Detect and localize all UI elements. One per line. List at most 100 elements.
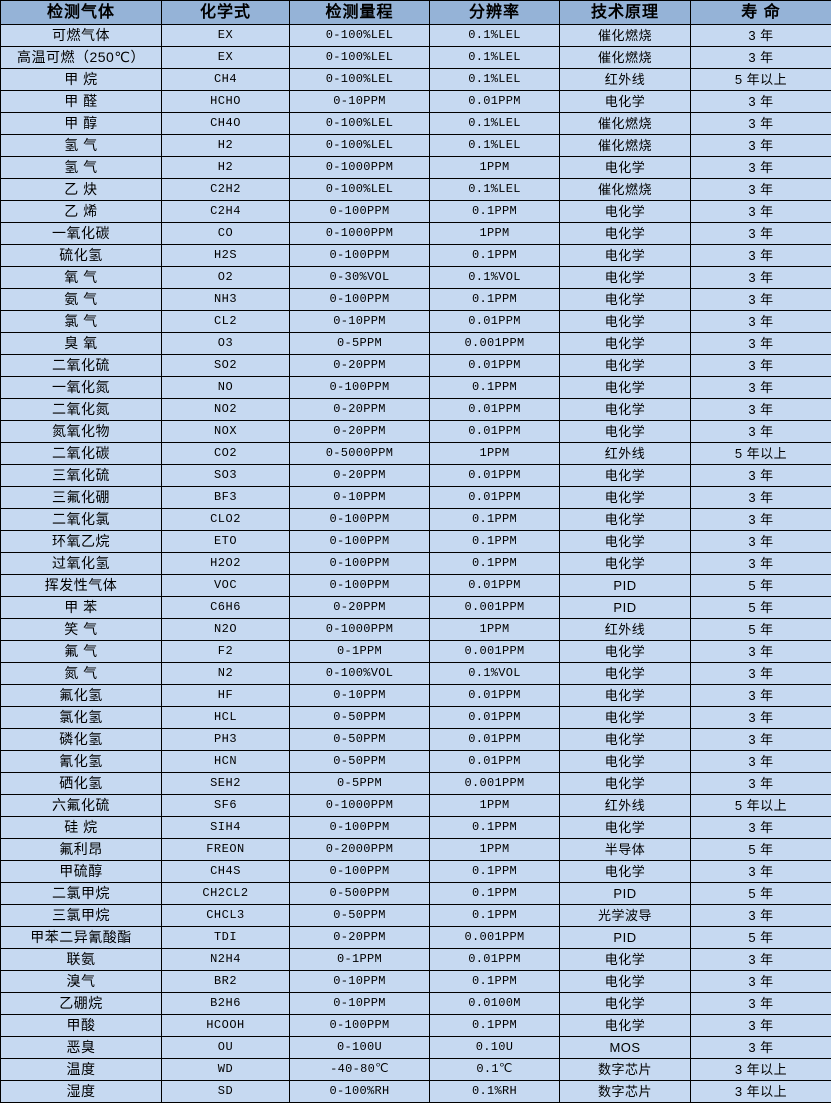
cell-life: 3 年 (691, 751, 831, 773)
cell-gas: 二氧化硫 (1, 355, 162, 377)
cell-gas: 二氯甲烷 (1, 883, 162, 905)
cell-gas: 甲 苯 (1, 597, 162, 619)
cell-life: 3 年 (691, 465, 831, 487)
cell-range: 0-1000PPM (290, 223, 430, 245)
cell-gas: 三氟化硼 (1, 487, 162, 509)
cell-life: 3 年 (691, 377, 831, 399)
cell-resolution: 0.01PPM (430, 355, 560, 377)
cell-resolution: 0.1PPM (430, 861, 560, 883)
cell-life: 3 年 (691, 663, 831, 685)
cell-gas: 可燃气体 (1, 25, 162, 47)
cell-formula: CHCL3 (162, 905, 290, 927)
cell-principle: 电化学 (560, 773, 691, 795)
column-header-range: 检测量程 (290, 1, 430, 25)
cell-principle: 电化学 (560, 157, 691, 179)
cell-resolution: 0.1%LEL (430, 47, 560, 69)
cell-resolution: 0.01PPM (430, 575, 560, 597)
cell-formula: CO2 (162, 443, 290, 465)
cell-life: 3 年 (691, 421, 831, 443)
cell-gas: 甲酸 (1, 1015, 162, 1037)
cell-principle: 电化学 (560, 465, 691, 487)
cell-resolution: 0.001PPM (430, 773, 560, 795)
cell-range: 0-100%LEL (290, 113, 430, 135)
cell-resolution: 0.1PPM (430, 817, 560, 839)
cell-formula: HCHO (162, 91, 290, 113)
cell-life: 3 年 (691, 267, 831, 289)
cell-formula: EX (162, 47, 290, 69)
cell-gas: 一氧化氮 (1, 377, 162, 399)
cell-gas: 硫化氢 (1, 245, 162, 267)
cell-life: 3 年 (691, 179, 831, 201)
cell-formula: H2S (162, 245, 290, 267)
cell-principle: 电化学 (560, 201, 691, 223)
cell-life: 3 年 (691, 773, 831, 795)
cell-life: 3 年 (691, 223, 831, 245)
cell-formula: O3 (162, 333, 290, 355)
cell-formula: CL2 (162, 311, 290, 333)
cell-range: 0-100PPM (290, 817, 430, 839)
cell-resolution: 0.1PPM (430, 971, 560, 993)
cell-range: 0-10PPM (290, 487, 430, 509)
cell-gas: 乙 炔 (1, 179, 162, 201)
cell-formula: H2O2 (162, 553, 290, 575)
cell-resolution: 0.01PPM (430, 421, 560, 443)
cell-range: 0-100PPM (290, 245, 430, 267)
cell-formula: NO (162, 377, 290, 399)
cell-principle: 电化学 (560, 1015, 691, 1037)
cell-principle: 电化学 (560, 487, 691, 509)
cell-gas: 氢 气 (1, 135, 162, 157)
cell-principle: 催化燃烧 (560, 179, 691, 201)
cell-gas: 甲 醛 (1, 91, 162, 113)
cell-principle: 电化学 (560, 861, 691, 883)
cell-resolution: 0.1PPM (430, 531, 560, 553)
cell-gas: 硅 烷 (1, 817, 162, 839)
cell-range: 0-100%LEL (290, 47, 430, 69)
cell-gas: 臭 氧 (1, 333, 162, 355)
cell-resolution: 0.1PPM (430, 905, 560, 927)
cell-gas: 一氧化碳 (1, 223, 162, 245)
cell-range: 0-50PPM (290, 751, 430, 773)
cell-life: 5 年 (691, 839, 831, 861)
cell-gas: 硒化氢 (1, 773, 162, 795)
cell-formula: CO (162, 223, 290, 245)
cell-principle: 电化学 (560, 355, 691, 377)
cell-gas: 六氟化硫 (1, 795, 162, 817)
cell-life: 3 年 (691, 113, 831, 135)
cell-range: 0-20PPM (290, 597, 430, 619)
cell-gas: 湿度 (1, 1081, 162, 1103)
cell-principle: 电化学 (560, 729, 691, 751)
cell-principle: 电化学 (560, 949, 691, 971)
cell-resolution: 0.01PPM (430, 751, 560, 773)
cell-principle: 电化学 (560, 91, 691, 113)
cell-resolution: 0.1PPM (430, 289, 560, 311)
cell-range: 0-100%VOL (290, 663, 430, 685)
cell-gas: 三氧化硫 (1, 465, 162, 487)
cell-resolution: 0.001PPM (430, 597, 560, 619)
cell-formula: CH2CL2 (162, 883, 290, 905)
cell-formula: O2 (162, 267, 290, 289)
cell-formula: ETO (162, 531, 290, 553)
cell-range: 0-100PPM (290, 377, 430, 399)
cell-range: 0-30%VOL (290, 267, 430, 289)
cell-life: 3 年 (691, 817, 831, 839)
cell-resolution: 0.10U (430, 1037, 560, 1059)
cell-formula: NH3 (162, 289, 290, 311)
cell-life: 5 年 (691, 575, 831, 597)
cell-life: 3 年 (691, 355, 831, 377)
cell-formula: CH4S (162, 861, 290, 883)
cell-formula: C6H6 (162, 597, 290, 619)
cell-formula: SO2 (162, 355, 290, 377)
cell-resolution: 0.001PPM (430, 333, 560, 355)
